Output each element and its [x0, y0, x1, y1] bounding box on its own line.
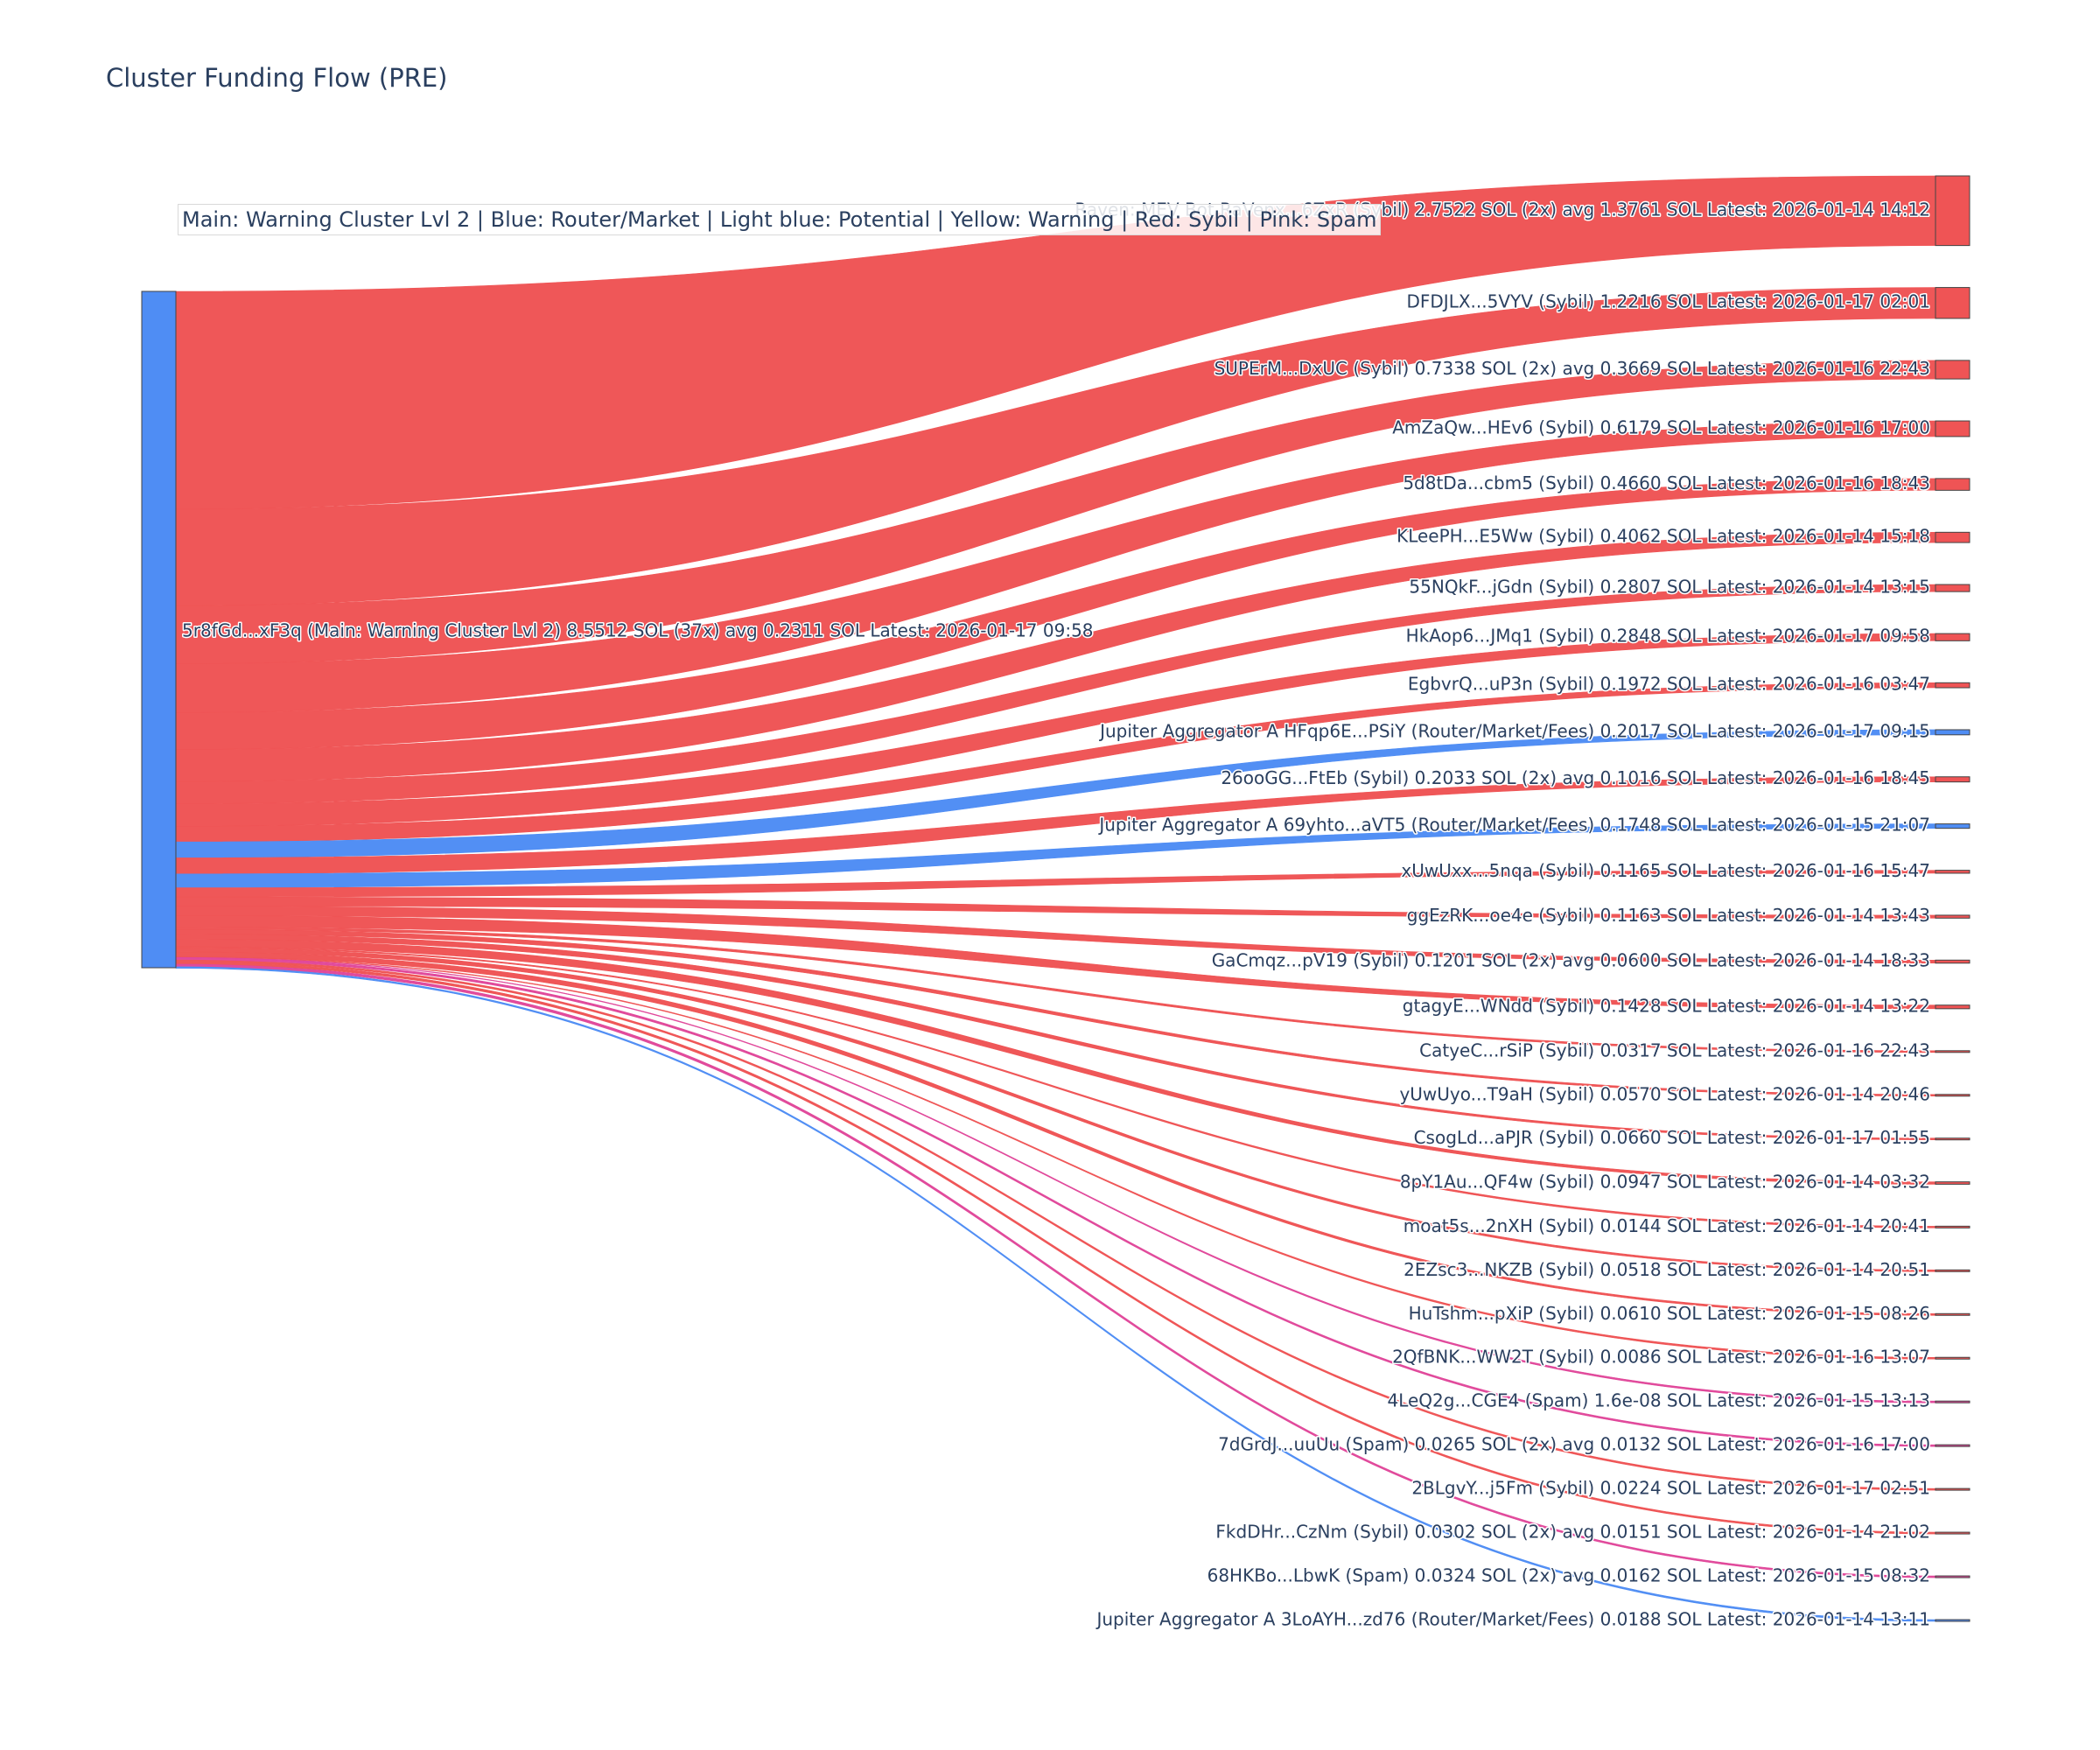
sankey-target-node — [1935, 1050, 1970, 1054]
sankey-target-node — [1935, 776, 1970, 783]
sankey-target-node — [1935, 420, 1970, 438]
sankey-target-node — [1935, 959, 1970, 964]
sankey-target-label: SUPErM...DxUC (Sybil) 0.7338 SOL (2x) av… — [1214, 358, 1930, 379]
sankey-target-label: 5d8tDa...cbm5 (Sybil) 0.4660 SOL Latest:… — [1403, 472, 1930, 494]
sankey-target-node — [1935, 1531, 1970, 1535]
sankey-target-node — [1935, 914, 1970, 919]
sankey-link — [175, 420, 1936, 713]
sankey-nodes — [141, 175, 1970, 1622]
sankey-target-node — [1935, 1488, 1970, 1491]
chart-title: Cluster Funding Flow (PRE) — [106, 63, 448, 93]
sankey-source-node — [141, 290, 177, 969]
sankey-target-node — [1935, 1444, 1970, 1447]
sankey-target-node — [1935, 287, 1970, 319]
sankey-target-label: GaCmqz...pV19 (Sybil) 0.1201 SOL (2x) av… — [1212, 950, 1930, 971]
sankey-link — [175, 478, 1936, 750]
sankey-target-label: gtagyE...WNdd (Sybil) 0.1428 SOL Latest:… — [1403, 995, 1930, 1016]
sankey-link — [175, 633, 1936, 827]
sankey-target-label: 26ooGG...FtEb (Sybil) 0.2033 SOL (2x) av… — [1221, 767, 1930, 788]
sankey-target-label: HuTshm...pXiP (Sybil) 0.0610 SOL Latest:… — [1409, 1303, 1930, 1324]
sankey-target-node — [1935, 1575, 1970, 1578]
sankey-target-node — [1935, 1004, 1970, 1010]
sankey-target-node — [1935, 531, 1970, 543]
sankey-target-node — [1935, 1312, 1970, 1316]
sankey-target-node — [1935, 823, 1970, 830]
sankey-target-label: FkdDHr...CzNm (Sybil) 0.0302 SOL (2x) av… — [1215, 1522, 1930, 1543]
sankey-target-label: EgbvrQ...uP3n (Sybil) 0.1972 SOL Latest:… — [1408, 674, 1930, 695]
sankey-target-node — [1935, 175, 1970, 247]
sankey-target-node — [1935, 1094, 1970, 1097]
sankey-target-node — [1935, 1225, 1970, 1228]
sankey-link — [175, 287, 1936, 606]
sankey-target-label: 68HKBo...LbwK (Spam) 0.0324 SOL (2x) avg… — [1208, 1565, 1930, 1586]
sankey-target-label: xUwUxx...5nqa (Sybil) 0.1165 SOL Latest:… — [1401, 860, 1930, 881]
sankey-target-node — [1935, 478, 1970, 491]
sankey-target-label: CsogLd...aPJR (Sybil) 0.0660 SOL Latest:… — [1414, 1127, 1930, 1148]
sankey-link — [175, 957, 1936, 1447]
sankey-target-label: Jupiter Aggregator A 3LoAYH...zd76 (Rout… — [1095, 1609, 1930, 1630]
sankey-target-label: 55NQkF...jGdn (Sybil) 0.2807 SOL Latest:… — [1409, 577, 1930, 598]
sankey-target-label: CatyeC...rSiP (Sybil) 0.0317 SOL Latest:… — [1419, 1040, 1930, 1060]
sankey-target-label: 4LeQ2g...CGE4 (Spam) 1.6e-08 SOL Latest:… — [1387, 1390, 1930, 1411]
sankey-target-node — [1935, 360, 1970, 380]
sankey-target-node — [1935, 1619, 1970, 1622]
sankey-link — [175, 175, 1936, 510]
sankey-target-node — [1935, 682, 1970, 689]
sankey-target-label: 2QfBNK...WW2T (Sybil) 0.0086 SOL Latest:… — [1392, 1347, 1930, 1368]
sankey-target-node — [1935, 1181, 1970, 1185]
sankey-target-label: 2BLgvY...j5Fm (Sybil) 0.0224 SOL Latest:… — [1411, 1478, 1930, 1499]
sankey-target-label: DFDJLX...5VYV (Sybil) 1.2216 SOL Latest:… — [1407, 291, 1931, 312]
sankey-target-label: 2EZsc3...NKZB (Sybil) 0.0518 SOL Latest:… — [1404, 1259, 1930, 1280]
sankey-link — [175, 956, 1936, 1360]
sankey-target-label: KLeePH...E5Ww (Sybil) 0.4062 SOL Latest:… — [1396, 526, 1930, 547]
sankey-target-node — [1935, 633, 1970, 641]
sankey-target-label: Jupiter Aggregator A HFqp6E...PSiY (Rout… — [1098, 720, 1930, 741]
sankey-target-label: moat5s...2nXH (Sybil) 0.0144 SOL Latest:… — [1404, 1215, 1930, 1236]
sankey-target-label: 8pY1Au...QF4w (Sybil) 0.0947 SOL Latest:… — [1400, 1172, 1930, 1193]
sankey-target-node — [1935, 584, 1970, 592]
sankey-target-node — [1935, 870, 1970, 874]
sankey-link — [175, 360, 1936, 664]
sankey-source-label: 5r8fGd...xF3q (Main: Warning Cluster Lvl… — [182, 620, 1094, 641]
sankey-target-label: HkAop6...JMq1 (Sybil) 0.2848 SOL Latest:… — [1406, 626, 1930, 647]
sankey-target-label: 7dGrdJ...uuUu (Spam) 0.0265 SOL (2x) avg… — [1218, 1434, 1930, 1455]
sankey-labels: Raven: MEV Bot RaVenx...6ZxR (Sybil) 2.7… — [181, 198, 1932, 1631]
sankey-target-label: ggEzRK...oe4e (Sybil) 0.1163 SOL Latest:… — [1407, 905, 1930, 926]
sankey-target-node — [1935, 1269, 1970, 1272]
sankey-target-node — [1935, 1138, 1970, 1141]
sankey-target-label: Jupiter Aggregator A 69yhto...aVT5 (Rout… — [1097, 815, 1930, 836]
sankey-target-node — [1935, 1356, 1970, 1360]
sankey-links — [175, 175, 1936, 1622]
sankey-target-label: AmZaQw...HEv6 (Sybil) 0.6179 SOL Latest:… — [1392, 416, 1930, 438]
legend-annotation: Main: Warning Cluster Lvl 2 | Blue: Rout… — [178, 204, 1382, 235]
sankey-target-node — [1935, 729, 1970, 736]
sankey-link — [175, 776, 1936, 875]
sankey-target-node — [1935, 1400, 1970, 1404]
sankey-target-label: yUwUyo...T9aH (Sybil) 0.0570 SOL Latest:… — [1399, 1083, 1930, 1104]
